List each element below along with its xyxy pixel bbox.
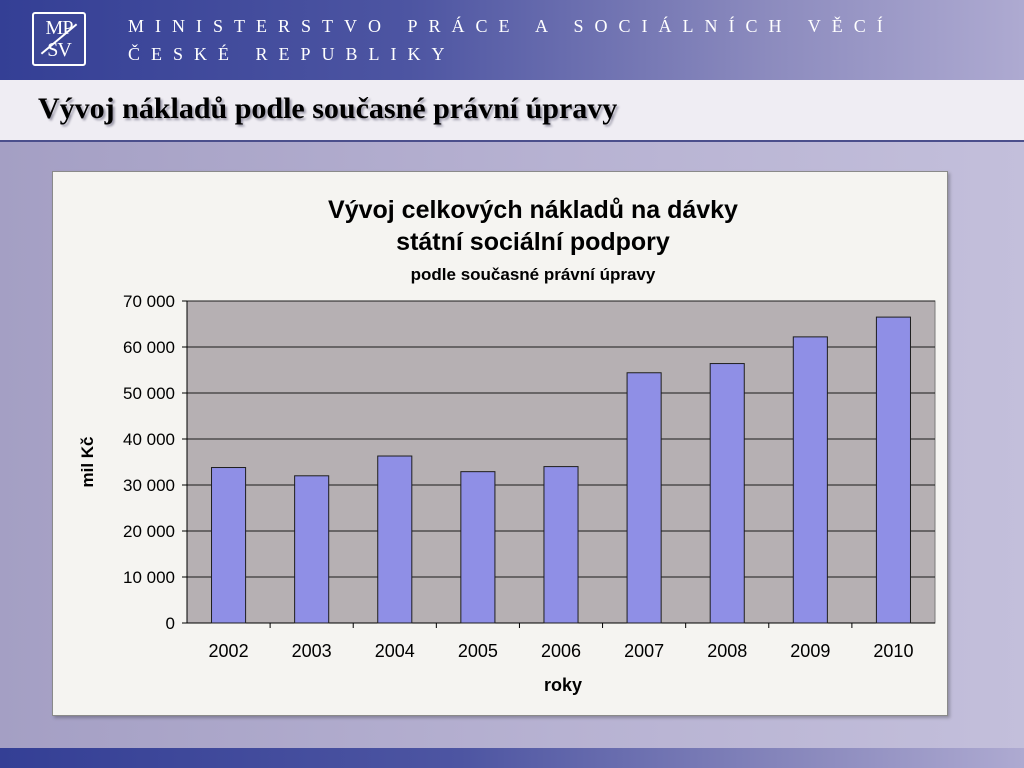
x-tick-label: 2006 [541,641,581,661]
y-tick-label: 20 000 [123,522,175,541]
x-tick-label: 2003 [292,641,332,661]
bar [294,475,330,624]
x-tick-label: 2008 [707,641,747,661]
header-bar: MP SV MINISTERSTVO PRÁCE A SOCIÁLNÍCH VĚ… [0,0,1024,80]
y-tick-label: 40 000 [123,430,175,449]
y-tick-label: 0 [166,614,175,633]
slide-title: Vývoj nákladů podle současné právní úpra… [38,92,618,125]
x-tick-label: 2009 [790,641,830,661]
x-tick-label: 2005 [458,641,498,661]
footer-bar [0,748,1024,768]
y-tick-label: 30 000 [123,476,175,495]
x-tick-label: 2002 [209,641,249,661]
x-tick-label: 2010 [873,641,913,661]
x-tick-label: 2007 [624,641,664,661]
logo-text-top: MP [45,17,74,39]
title-bar: Vývoj nákladů podle současné právní úpra… [0,80,1024,142]
bar [543,466,579,624]
y-tick-label: 50 000 [123,384,175,403]
bar [460,471,496,624]
ministry-name-line2: ČESKÉ REPUBLIKY [128,44,456,64]
chart-subtitle: podle současné právní úpravy [411,265,656,284]
y-axis-label: mil Kč [78,436,97,487]
bar [709,363,745,624]
y-tick-label: 60 000 [123,338,175,357]
y-tick-label: 70 000 [123,292,175,311]
chart-title: Vývoj celkových nákladů na dávky [328,196,738,224]
bar [377,455,413,624]
x-axis-label: roky [544,675,582,695]
mpsv-logo: MP SV [32,12,86,66]
logo-text-bottom: SV [47,39,72,61]
bar [792,336,828,624]
bar [875,316,911,624]
y-tick-label: 10 000 [123,568,175,587]
bar [211,467,247,624]
bar-chart: Vývoj celkových nákladů na dávky státní … [78,196,936,695]
chart-title-line2: státní sociální podpory [396,228,670,256]
x-tick-label: 2004 [375,641,415,661]
chart-container: Vývoj celkových nákladů na dávky státní … [52,171,948,716]
bar [626,372,662,624]
ministry-name-line1: MINISTERSTVO PRÁCE A SOCIÁLNÍCH VĚCÍ [128,16,894,36]
